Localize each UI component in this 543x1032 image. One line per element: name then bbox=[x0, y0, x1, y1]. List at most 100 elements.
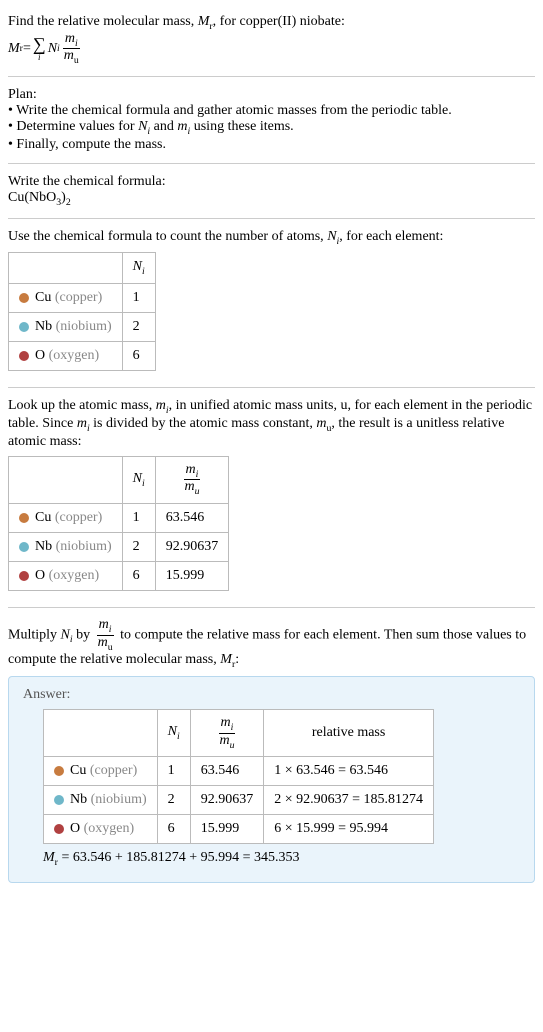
count-title: Use the chemical formula to count the nu… bbox=[8, 229, 535, 247]
n-cell: 1 bbox=[122, 503, 155, 532]
mp-mu-sub: u bbox=[108, 641, 113, 652]
element-swatch bbox=[54, 824, 64, 834]
element-sym: Cu bbox=[35, 510, 51, 525]
element-sym: O bbox=[35, 348, 45, 363]
element-cell: Nb (niobium) bbox=[9, 532, 123, 561]
n-cell: 2 bbox=[122, 313, 155, 342]
element-swatch bbox=[19, 571, 29, 581]
element-sym: O bbox=[35, 568, 45, 583]
table-header-row: Ni bbox=[9, 253, 156, 284]
mp-a: Multiply bbox=[8, 627, 61, 642]
m-cell: 63.546 bbox=[190, 757, 264, 786]
count-section: Use the chemical formula to count the nu… bbox=[8, 223, 535, 384]
multiply-text: Multiply Ni by mi mu to compute the rela… bbox=[8, 618, 535, 670]
n-cell: 6 bbox=[122, 342, 155, 371]
chem-formula: Cu(NbO3)2 bbox=[8, 190, 535, 208]
ni-h: N bbox=[133, 259, 142, 274]
table-header-row: Ni mi mu relative mass bbox=[44, 709, 434, 756]
blank-header bbox=[9, 253, 123, 284]
lp-mu: m bbox=[316, 416, 326, 431]
relmass-header: relative mass bbox=[264, 709, 434, 756]
count-title-b: , for each element: bbox=[339, 229, 443, 244]
mp-mu: m bbox=[98, 635, 108, 650]
lp-mi: m bbox=[156, 398, 166, 413]
separator bbox=[8, 163, 535, 164]
f-ni-sub: i bbox=[57, 43, 60, 54]
element-swatch bbox=[54, 766, 64, 776]
element-sym: Nb bbox=[70, 792, 87, 807]
f-mi: m bbox=[65, 31, 75, 46]
ni-header: Ni bbox=[157, 709, 190, 756]
ni-h-sub: i bbox=[142, 478, 145, 489]
element-sym: Nb bbox=[35, 319, 52, 334]
mp-mi: m bbox=[99, 617, 109, 632]
mp-frac: mi mu bbox=[96, 618, 115, 652]
n-cell: 2 bbox=[122, 532, 155, 561]
ni-h: N bbox=[168, 724, 177, 739]
element-cell: Nb (niobium) bbox=[9, 313, 123, 342]
h-mi-sub: i bbox=[196, 469, 199, 480]
intro-formula: Mr = ∑ i Ni mi mu bbox=[8, 32, 535, 66]
count-ni: N bbox=[327, 229, 336, 244]
ni-h-sub: i bbox=[142, 266, 145, 277]
answer-final: Mr = 63.546 + 185.81274 + 95.994 = 345.3… bbox=[43, 850, 520, 868]
plan-b1: • Write the chemical formula and gather … bbox=[8, 103, 535, 119]
element-cell: O (oxygen) bbox=[44, 815, 158, 844]
element-name: (niobium) bbox=[87, 792, 147, 807]
element-cell: Cu (copper) bbox=[9, 503, 123, 532]
intro-text-b: , for copper(II) niobate: bbox=[213, 14, 345, 29]
h-mu-sub: u bbox=[195, 486, 200, 497]
n-cell: 2 bbox=[157, 786, 190, 815]
h-mu-sub: u bbox=[230, 739, 235, 750]
n-cell: 6 bbox=[122, 561, 155, 590]
element-swatch bbox=[19, 542, 29, 552]
ni-header: Ni bbox=[122, 253, 155, 284]
element-cell: O (oxygen) bbox=[9, 342, 123, 371]
separator bbox=[8, 607, 535, 608]
table-header-row: Ni mi mu bbox=[9, 456, 229, 503]
plan-b2-b: and bbox=[150, 119, 177, 134]
lookup-table: Ni mi mu Cu (copper) 1 63.546 Nb (niobiu… bbox=[8, 456, 229, 591]
multiply-section: Multiply Ni by mi mu to compute the rela… bbox=[8, 612, 535, 889]
frac-header: mi mu bbox=[155, 456, 229, 503]
frac-header-frac: mi mu bbox=[217, 716, 236, 750]
mp-b: by bbox=[73, 627, 94, 642]
element-name: (oxygen) bbox=[45, 568, 99, 583]
h-mi-sub: i bbox=[231, 722, 234, 733]
ni-h: N bbox=[133, 471, 142, 486]
sum-symbol: ∑ i bbox=[33, 35, 46, 62]
element-sym: Cu bbox=[70, 763, 86, 778]
f-mu: m bbox=[64, 48, 74, 63]
af-text: = 63.546 + 185.81274 + 95.994 = 345.353 bbox=[58, 850, 300, 865]
mp-mi-sub: i bbox=[109, 624, 112, 635]
rel-cell: 1 × 63.546 = 63.546 bbox=[264, 757, 434, 786]
m-cell: 15.999 bbox=[155, 561, 229, 590]
f-mr: M bbox=[8, 41, 20, 57]
answer-label: Answer: bbox=[23, 687, 520, 703]
intro-mr-m: M bbox=[198, 14, 210, 29]
plan-b2: • Determine values for Ni and mi using t… bbox=[8, 119, 535, 137]
count-title-a: Use the chemical formula to count the nu… bbox=[8, 229, 327, 244]
element-swatch bbox=[19, 351, 29, 361]
answer-box: Answer: Ni mi mu relative mass Cu (coppe… bbox=[8, 676, 535, 883]
chem-a: Cu(NbO bbox=[8, 190, 56, 205]
count-table: Ni Cu (copper) 1 Nb (niobium) 2 O (oxyge… bbox=[8, 252, 156, 371]
f-eq: = bbox=[23, 41, 31, 57]
plan-mi: m bbox=[177, 119, 187, 134]
ni-h-sub: i bbox=[177, 731, 180, 742]
table-row: Cu (copper) 1 63.546 1 × 63.546 = 63.546 bbox=[44, 757, 434, 786]
element-name: (niobium) bbox=[52, 539, 112, 554]
h-mi: m bbox=[221, 715, 231, 730]
element-swatch bbox=[19, 322, 29, 332]
lookup-title: Look up the atomic mass, mi, in unified … bbox=[8, 398, 535, 450]
lp-mi2: m bbox=[77, 416, 87, 431]
element-name: (oxygen) bbox=[80, 821, 134, 836]
chem-title: Write the chemical formula: bbox=[8, 174, 535, 190]
mp-ni: N bbox=[61, 627, 70, 642]
plan-b2-a: • Determine values for bbox=[8, 119, 138, 134]
table-row: Cu (copper) 1 bbox=[9, 284, 156, 313]
element-cell: Cu (copper) bbox=[9, 284, 123, 313]
frac-header-frac: mi mu bbox=[182, 463, 201, 497]
table-row: O (oxygen) 6 bbox=[9, 342, 156, 371]
separator bbox=[8, 76, 535, 77]
